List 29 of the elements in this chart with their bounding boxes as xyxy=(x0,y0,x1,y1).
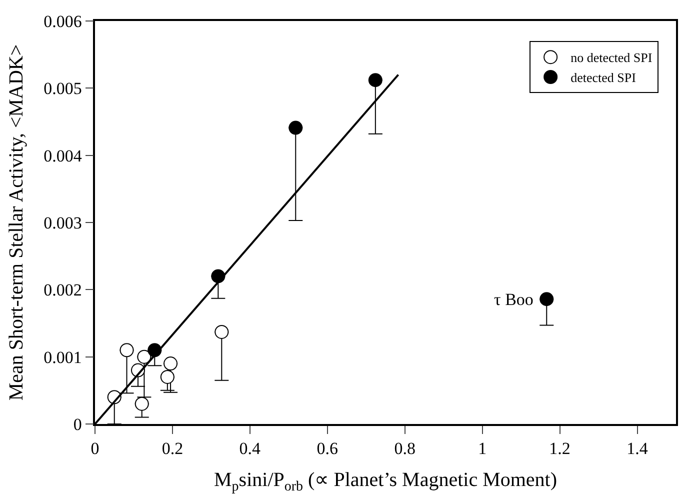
legend-label: detected SPI xyxy=(570,70,636,86)
annotation: τ Boo xyxy=(494,290,534,309)
point xyxy=(368,73,382,88)
x-tick-label: 0.8 xyxy=(394,439,416,458)
legend-label: no detected SPI xyxy=(570,50,652,66)
point xyxy=(214,324,229,339)
x-tick-label: 0.2 xyxy=(162,439,184,458)
point xyxy=(164,356,178,371)
x-tick-label: 1.2 xyxy=(549,439,570,458)
x-tick-label: 0.6 xyxy=(316,439,338,458)
y-tick-label: 0.001 xyxy=(44,348,82,367)
y-tick-label: 0.005 xyxy=(44,79,82,98)
y-tick-label: 0.003 xyxy=(44,213,82,232)
y-tick-label: 0.006 xyxy=(44,12,82,31)
x-tick-label: 1 xyxy=(478,439,487,458)
y-tick-label: 0.002 xyxy=(44,280,82,300)
point xyxy=(540,292,554,306)
point xyxy=(288,120,303,135)
point xyxy=(160,370,174,384)
y-tick-label: 0.004 xyxy=(44,146,82,166)
point xyxy=(137,350,152,364)
point xyxy=(120,343,134,358)
y-tick-label: 0 xyxy=(73,414,82,434)
point xyxy=(134,396,149,411)
x-axis-title: M$_{p}$sini/P$_{orb}$ (∝ Planet’s Magnetic Moment) xyxy=(214,469,557,494)
x-tick-label: 0 xyxy=(90,439,100,458)
x-tick-label: 1.4 xyxy=(626,439,648,458)
x-tick-label: 0.4 xyxy=(239,439,262,458)
y-axis-title: Mean Short-term Stellar Activity, <MADK> xyxy=(6,44,28,401)
